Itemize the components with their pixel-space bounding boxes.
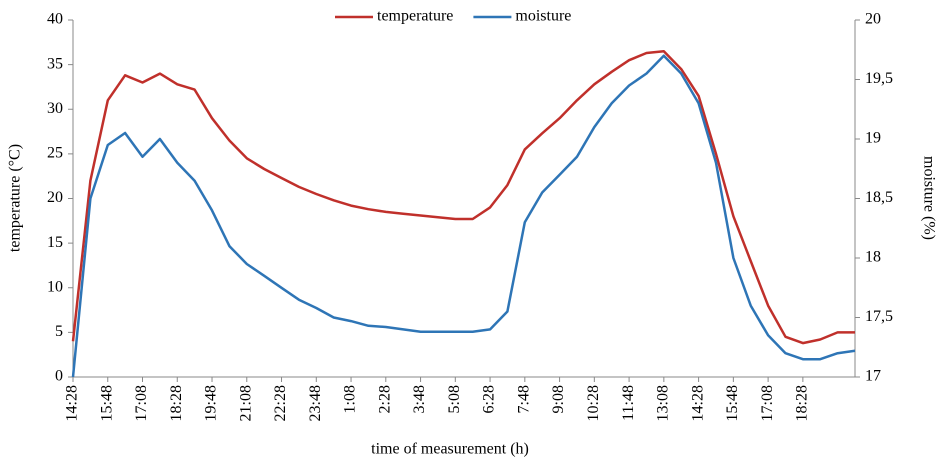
x-tick-label: 15:48 xyxy=(98,385,115,421)
x-tick-label: 14:28 xyxy=(64,385,81,421)
x-tick-label: 5:08 xyxy=(446,385,463,413)
y-tick-label: 25 xyxy=(47,145,63,162)
data-line xyxy=(71,54,856,378)
y2-tick-label: 20 xyxy=(865,11,881,28)
x-tick-label: 13:08 xyxy=(655,385,672,421)
y-tick-label: 40 xyxy=(47,11,63,28)
x-tick-label: 6:28 xyxy=(481,385,498,413)
x-tick-label: 9:08 xyxy=(550,385,567,413)
x-tick-label: 1:08 xyxy=(342,385,359,413)
x-tick-label: 2:28 xyxy=(376,385,393,413)
x-tick-label: 17:08 xyxy=(133,385,150,421)
x-tick-label: 18:28 xyxy=(794,385,811,421)
y-tick-label: 10 xyxy=(47,278,63,295)
y2-tick-label: 17 xyxy=(865,368,881,385)
x-tick-label: 19:48 xyxy=(203,385,220,421)
x-tick-label: 7:48 xyxy=(515,385,532,413)
x-tick-label: 17:08 xyxy=(759,385,776,421)
data-line xyxy=(71,49,855,345)
y-tick-label: 5 xyxy=(55,323,63,340)
y2-tick-label: 18 xyxy=(865,249,881,266)
x-tick-label: 14:28 xyxy=(689,385,706,421)
x-tick-label: 3:48 xyxy=(411,385,428,413)
x-tick-label: 15:48 xyxy=(724,385,741,421)
y2-tick-label: 19 xyxy=(865,130,881,147)
y-tick-label: 30 xyxy=(47,100,63,117)
y-tick-label: 35 xyxy=(47,55,63,72)
y2-tick-label: 17,5 xyxy=(865,308,893,325)
legend-label: moisture xyxy=(515,8,571,25)
x-tick-label: 21:08 xyxy=(237,385,254,421)
x-tick-label: 22:28 xyxy=(272,385,289,421)
y-tick-label: 20 xyxy=(47,189,63,206)
x-axis-label: time of measurement (h) xyxy=(371,441,529,458)
legend-label: temperature xyxy=(377,8,453,25)
y2-tick-label: 19,5 xyxy=(865,70,893,87)
y-tick-label: 15 xyxy=(47,234,63,251)
y-tick-label: 0 xyxy=(55,368,63,385)
x-tick-label: 23:48 xyxy=(307,385,324,421)
y2-tick-label: 18,5 xyxy=(865,189,893,206)
y-axis-label: temperature (°C) xyxy=(7,144,24,252)
y2-axis-label: moisture (%) xyxy=(920,156,937,240)
x-tick-label: 10:28 xyxy=(585,385,602,421)
x-tick-label: 18:28 xyxy=(168,385,185,421)
x-tick-label: 11:48 xyxy=(620,385,637,421)
